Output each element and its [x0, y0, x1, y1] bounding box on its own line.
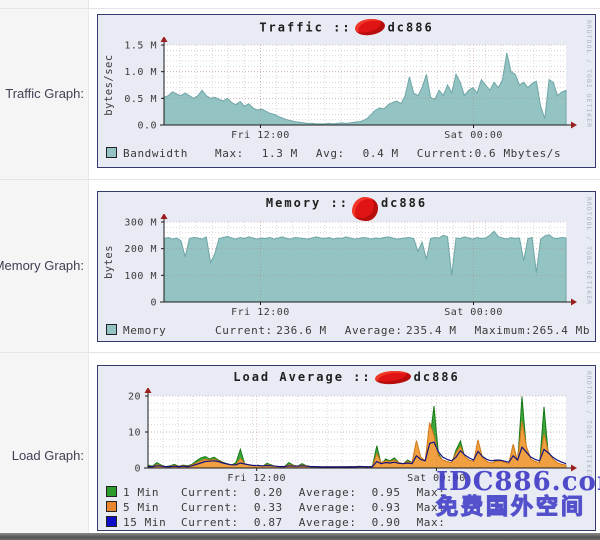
svg-text:100 M: 100 M [124, 271, 157, 282]
svg-text:0: 0 [134, 464, 141, 475]
memory-legend-swatch [106, 324, 117, 335]
svg-text:200 M: 200 M [124, 244, 157, 255]
svg-text:20: 20 [128, 392, 141, 403]
traffic-legend: Bandwidth Max: 1.3 M Avg: 0.4 M Current:0.6 M… [106, 147, 595, 160]
load-chart-svg: 0 10 20 Fri 12:00 Sat 00:00 [128, 388, 577, 482]
svg-text:1.0 M: 1.0 M [124, 67, 157, 78]
load-legend: 1 Min Current: 0.20 Average: 0.95 Max: 5 Min C… [106, 485, 595, 530]
memory-graph-label: Memory Graph: [0, 258, 84, 273]
svg-text:0: 0 [150, 298, 157, 309]
row-divider [0, 179, 600, 180]
one-min-legend-swatch [106, 486, 117, 497]
load-legend-row-1min: 1 Min Current: 0.20 Average: 0.95 Max: [106, 485, 595, 500]
memory-chart-svg: 0 100 M 200 M 300 M Fri 12:00 Sat 00:00 bytes [103, 214, 577, 318]
memory-graph-title: Memory :: dc886 [98, 196, 595, 221]
load-legend-row-5min: 5 Min Current: 0.33 Average: 0.93 Max: [106, 500, 595, 515]
memory-legend: Memory Current: 236.6 M Average: 235.4 M Maxi… [106, 324, 595, 337]
bandwidth-legend-swatch [106, 147, 117, 158]
svg-text:bytes: bytes [103, 245, 115, 279]
traffic-graph-title: Traffic :: dc886 [98, 17, 595, 37]
svg-text:Fri 12:00: Fri 12:00 [231, 130, 290, 141]
load-graph-label: Load Graph: [11, 448, 84, 463]
redaction-scribble [374, 370, 411, 385]
fifteen-min-legend-swatch [106, 516, 117, 527]
svg-text:Sat 00:00: Sat 00:00 [444, 307, 503, 318]
svg-text:300 M: 300 M [124, 218, 157, 229]
svg-text:0.5 M: 0.5 M [124, 94, 157, 105]
svg-text:Fri 12:00: Fri 12:00 [231, 307, 290, 318]
rrdtool-watermark: RRDTOOL / TOBI OETIKER [585, 197, 593, 306]
redaction-scribble [353, 17, 386, 37]
load-graph-title: Load Average :: dc886 [233, 370, 460, 385]
label-column [0, 0, 89, 533]
rrdtool-watermark: RRDTOOL / TOBI OETIKER [585, 371, 593, 480]
redaction-scribble [351, 196, 378, 221]
row-divider [0, 352, 600, 353]
svg-text:1.5 M: 1.5 M [124, 41, 157, 52]
row-divider [0, 8, 600, 9]
svg-text:Fri 12:00: Fri 12:00 [227, 473, 286, 482]
traffic-graph-label: Traffic Graph: [5, 86, 84, 101]
traffic-chart-svg: 0.0 0.5 M 1.0 M 1.5 M Fri 12:00 Sat 00:00 byte… [103, 37, 577, 141]
svg-text:0.0: 0.0 [137, 121, 157, 132]
five-min-legend-swatch [106, 501, 117, 512]
svg-text:10: 10 [128, 428, 141, 439]
window-bottom-bar [0, 533, 600, 540]
svg-text:bytes/sec: bytes/sec [103, 54, 115, 115]
svg-text:Sat 00:00: Sat 00:00 [444, 130, 503, 141]
load-legend-row-15min: 15 Min Current: 0.87 Average: 0.90 Max: [106, 515, 595, 530]
rrdtool-watermark: RRDTOOL / TOBI OETIKER [585, 20, 593, 129]
svg-text:Sat 00:00: Sat 00:00 [407, 473, 466, 482]
